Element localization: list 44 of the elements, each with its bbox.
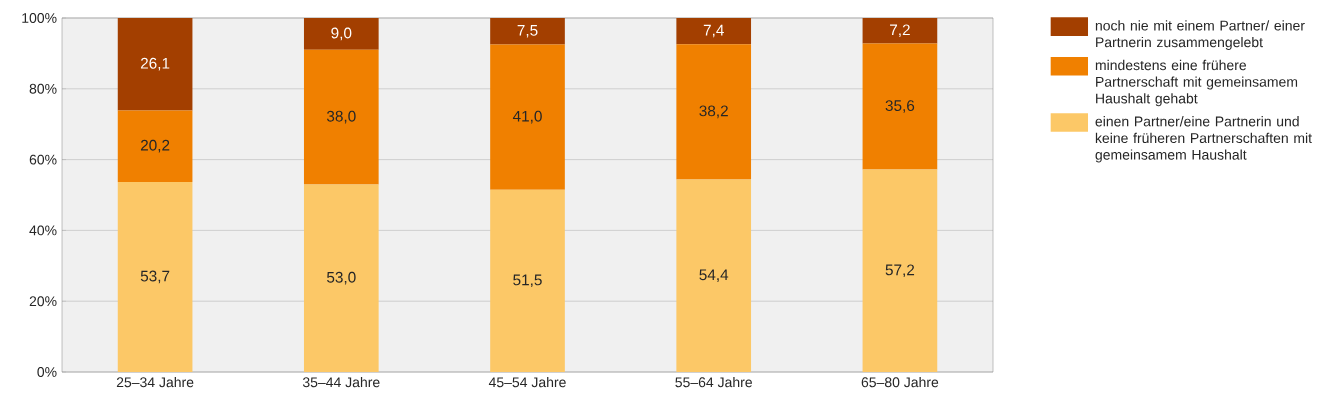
x-tick-label: 25–34 Jahre bbox=[116, 376, 194, 388]
bar bbox=[117, 181, 193, 372]
bar bbox=[490, 18, 565, 45]
bar bbox=[117, 18, 193, 111]
bar bbox=[862, 169, 938, 372]
y-tick-label: 60% bbox=[29, 154, 57, 165]
bar bbox=[303, 184, 379, 372]
y-tick-label: 20% bbox=[29, 296, 57, 307]
data-label: 7,4 bbox=[703, 24, 724, 38]
data-label: 54,4 bbox=[699, 269, 729, 282]
data-label: 9,0 bbox=[331, 27, 352, 41]
data-label: 51,5 bbox=[513, 274, 542, 288]
legend-label: einen Partner/eine Partnerin und keine früheren Partnerschaften mit gemeinsamem Haushalt bbox=[1095, 116, 1312, 163]
data-label: 41,0 bbox=[512, 110, 542, 124]
legend-label: mindestens eine frühere Partnerschaft mit gemeinsamem Haushalt gehabt bbox=[1095, 59, 1298, 107]
bar bbox=[676, 18, 752, 45]
bar bbox=[676, 44, 752, 180]
x-tick-label: 55–64 Jahre bbox=[675, 376, 752, 388]
bar bbox=[303, 49, 379, 185]
data-label: 26,1 bbox=[140, 57, 170, 71]
data-label: 53,7 bbox=[140, 270, 170, 284]
bar bbox=[862, 18, 938, 44]
data-label: 35,6 bbox=[885, 100, 915, 113]
bar bbox=[490, 189, 565, 372]
data-label: 38,0 bbox=[326, 110, 356, 124]
data-label: 38,2 bbox=[699, 105, 728, 119]
data-label: 57,2 bbox=[885, 264, 915, 278]
bar bbox=[117, 110, 193, 182]
y-tick-label: 80% bbox=[29, 83, 57, 94]
x-tick-label: 35–44 Jahre bbox=[302, 376, 380, 388]
data-label: 20,2 bbox=[140, 139, 170, 153]
data-label: 7,5 bbox=[517, 25, 538, 38]
data-label: 53,0 bbox=[326, 271, 356, 285]
bar bbox=[862, 43, 938, 170]
bar bbox=[490, 44, 565, 190]
legend-label: noch nie mit einem Partner/ einer Partnerin zusammengelebt bbox=[1095, 20, 1305, 50]
y-tick-label: 100% bbox=[22, 13, 57, 23]
y-tick-label: 0% bbox=[37, 367, 57, 377]
data-label: 7,2 bbox=[890, 24, 910, 38]
x-tick-label: 65–80 Jahre bbox=[861, 376, 939, 388]
bar bbox=[676, 179, 752, 372]
bar bbox=[303, 18, 379, 50]
x-tick-label: 45–54 Jahre bbox=[488, 376, 566, 388]
y-tick-label: 40% bbox=[29, 225, 57, 236]
